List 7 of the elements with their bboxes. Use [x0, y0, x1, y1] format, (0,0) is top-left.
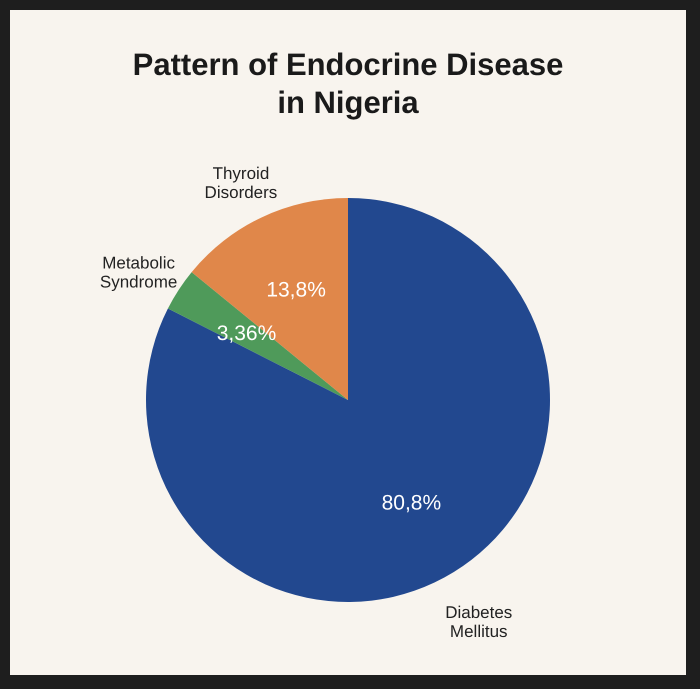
data-label: 13,8% — [266, 278, 326, 302]
slice-label: Metabolic Syndrome — [100, 253, 178, 292]
chart-title: Pattern of Endocrine Disease in Nigeria — [132, 47, 564, 120]
pie-slice — [192, 198, 348, 400]
slice-label: Diabetes Mellitus — [445, 603, 512, 642]
slice-label: Thyroid Disorders — [204, 164, 278, 202]
data-label: 80,8% — [382, 491, 442, 514]
